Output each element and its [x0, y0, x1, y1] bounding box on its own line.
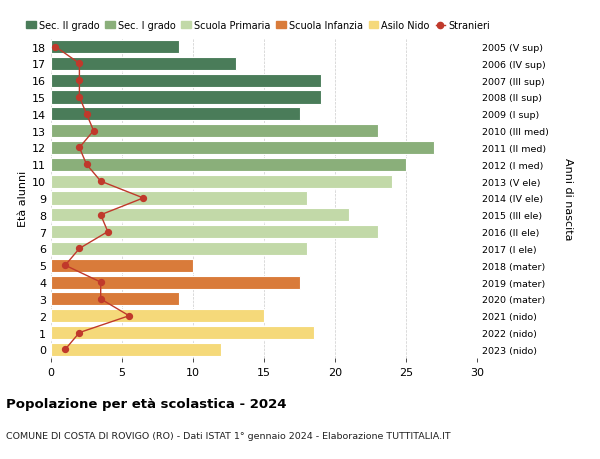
Bar [51, 259, 193, 272]
Point [89, 128, 98, 135]
Bar [51, 74, 321, 88]
Bar [51, 175, 392, 188]
Point [61, 262, 70, 269]
Bar [51, 158, 406, 172]
Point [103, 229, 113, 236]
Bar [51, 108, 299, 121]
Point [124, 313, 134, 320]
Point [96, 296, 106, 303]
Bar [51, 276, 299, 289]
Bar [51, 326, 314, 339]
Point [96, 279, 106, 286]
Point [61, 346, 70, 353]
Text: COMUNE DI COSTA DI ROVIGO (RO) - Dati ISTAT 1° gennaio 2024 - Elaborazione TUTTI: COMUNE DI COSTA DI ROVIGO (RO) - Dati IS… [6, 431, 451, 441]
Point [50, 44, 60, 51]
Bar [51, 209, 349, 222]
Bar [51, 309, 264, 323]
Bar [51, 343, 221, 356]
Point [96, 178, 106, 185]
Bar [51, 125, 377, 138]
Text: Popolazione per età scolastica - 2024: Popolazione per età scolastica - 2024 [6, 397, 287, 410]
Point [74, 61, 84, 68]
Point [82, 111, 91, 118]
Y-axis label: Età alunni: Età alunni [18, 170, 28, 227]
Point [74, 329, 84, 336]
Bar [51, 141, 434, 155]
Point [139, 195, 148, 202]
Bar [51, 192, 307, 205]
Y-axis label: Anni di nascita: Anni di nascita [563, 157, 572, 240]
Point [74, 94, 84, 101]
Point [74, 77, 84, 84]
Legend: Sec. II grado, Sec. I grado, Scuola Primaria, Scuola Infanzia, Asilo Nido, Stran: Sec. II grado, Sec. I grado, Scuola Prim… [26, 21, 490, 31]
Bar [51, 91, 321, 104]
Bar [51, 293, 179, 306]
Point [82, 161, 91, 168]
Bar [51, 242, 307, 256]
Point [74, 245, 84, 252]
Point [74, 145, 84, 152]
Bar [51, 225, 377, 239]
Point [96, 212, 106, 219]
Bar [51, 41, 179, 54]
Bar [51, 58, 236, 71]
